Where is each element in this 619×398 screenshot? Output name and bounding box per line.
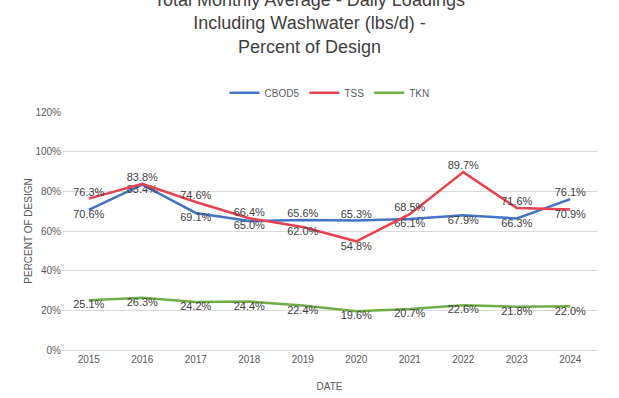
svg-text:24.2%: 24.2%: [180, 300, 211, 312]
svg-text:76.1%: 76.1%: [555, 186, 586, 198]
svg-text:2022: 2022: [452, 354, 475, 365]
svg-text:24.4%: 24.4%: [234, 300, 265, 312]
svg-text:PERCENT OF DESIGN: PERCENT OF DESIGN: [23, 178, 34, 283]
svg-text:2015: 2015: [78, 354, 101, 365]
svg-text:80%: 80%: [41, 186, 61, 197]
svg-text:20%: 20%: [41, 305, 61, 316]
svg-text:2016: 2016: [131, 354, 154, 365]
svg-text:70.9%: 70.9%: [555, 208, 586, 220]
svg-text:70.6%: 70.6%: [73, 208, 104, 220]
svg-text:22.4%: 22.4%: [287, 304, 318, 316]
svg-text:26.3%: 26.3%: [127, 296, 158, 308]
svg-text:65.0%: 65.0%: [234, 219, 265, 231]
svg-text:100%: 100%: [35, 146, 61, 157]
svg-text:54.8%: 54.8%: [341, 240, 372, 252]
svg-text:40%: 40%: [41, 265, 61, 276]
svg-text:66.4%: 66.4%: [234, 206, 265, 218]
svg-text:TKN: TKN: [409, 88, 429, 99]
svg-text:25.1%: 25.1%: [73, 298, 104, 310]
svg-text:22.6%: 22.6%: [448, 303, 479, 315]
svg-text:2021: 2021: [399, 354, 422, 365]
svg-text:2018: 2018: [238, 354, 261, 365]
svg-text:2017: 2017: [185, 354, 208, 365]
svg-text:20.7%: 20.7%: [394, 307, 425, 319]
svg-text:DATE: DATE: [317, 381, 343, 392]
svg-text:83.4%: 83.4%: [127, 183, 158, 195]
svg-text:65.6%: 65.6%: [287, 207, 318, 219]
svg-text:60%: 60%: [41, 226, 61, 237]
svg-text:68.5%: 68.5%: [394, 201, 425, 213]
svg-text:62.0%: 62.0%: [287, 225, 318, 237]
svg-text:2023: 2023: [506, 354, 529, 365]
svg-text:2019: 2019: [292, 354, 315, 365]
svg-text:CBOD5: CBOD5: [265, 88, 300, 99]
svg-text:19.6%: 19.6%: [341, 309, 372, 321]
svg-text:83.8%: 83.8%: [127, 171, 158, 183]
svg-text:65.3%: 65.3%: [341, 208, 372, 220]
svg-text:66.3%: 66.3%: [501, 217, 532, 229]
svg-text:2020: 2020: [345, 354, 368, 365]
svg-text:89.7%: 89.7%: [448, 159, 479, 171]
svg-text:67.9%: 67.9%: [448, 214, 479, 226]
svg-text:22.0%: 22.0%: [555, 305, 586, 317]
svg-text:0%: 0%: [47, 345, 62, 356]
svg-text:74.6%: 74.6%: [180, 189, 211, 201]
svg-text:21.8%: 21.8%: [501, 305, 532, 317]
svg-text:120%: 120%: [35, 107, 61, 118]
svg-text:66.1%: 66.1%: [394, 217, 425, 229]
svg-text:TSS: TSS: [344, 88, 364, 99]
svg-text:2024: 2024: [559, 354, 582, 365]
svg-text:71.6%: 71.6%: [501, 195, 532, 207]
svg-text:76.3%: 76.3%: [73, 186, 104, 198]
svg-text:Total Monthly Average - Daily: Total Monthly Average - Daily LoadingsIn…: [154, 0, 465, 57]
svg-text:69.1%: 69.1%: [180, 211, 211, 223]
